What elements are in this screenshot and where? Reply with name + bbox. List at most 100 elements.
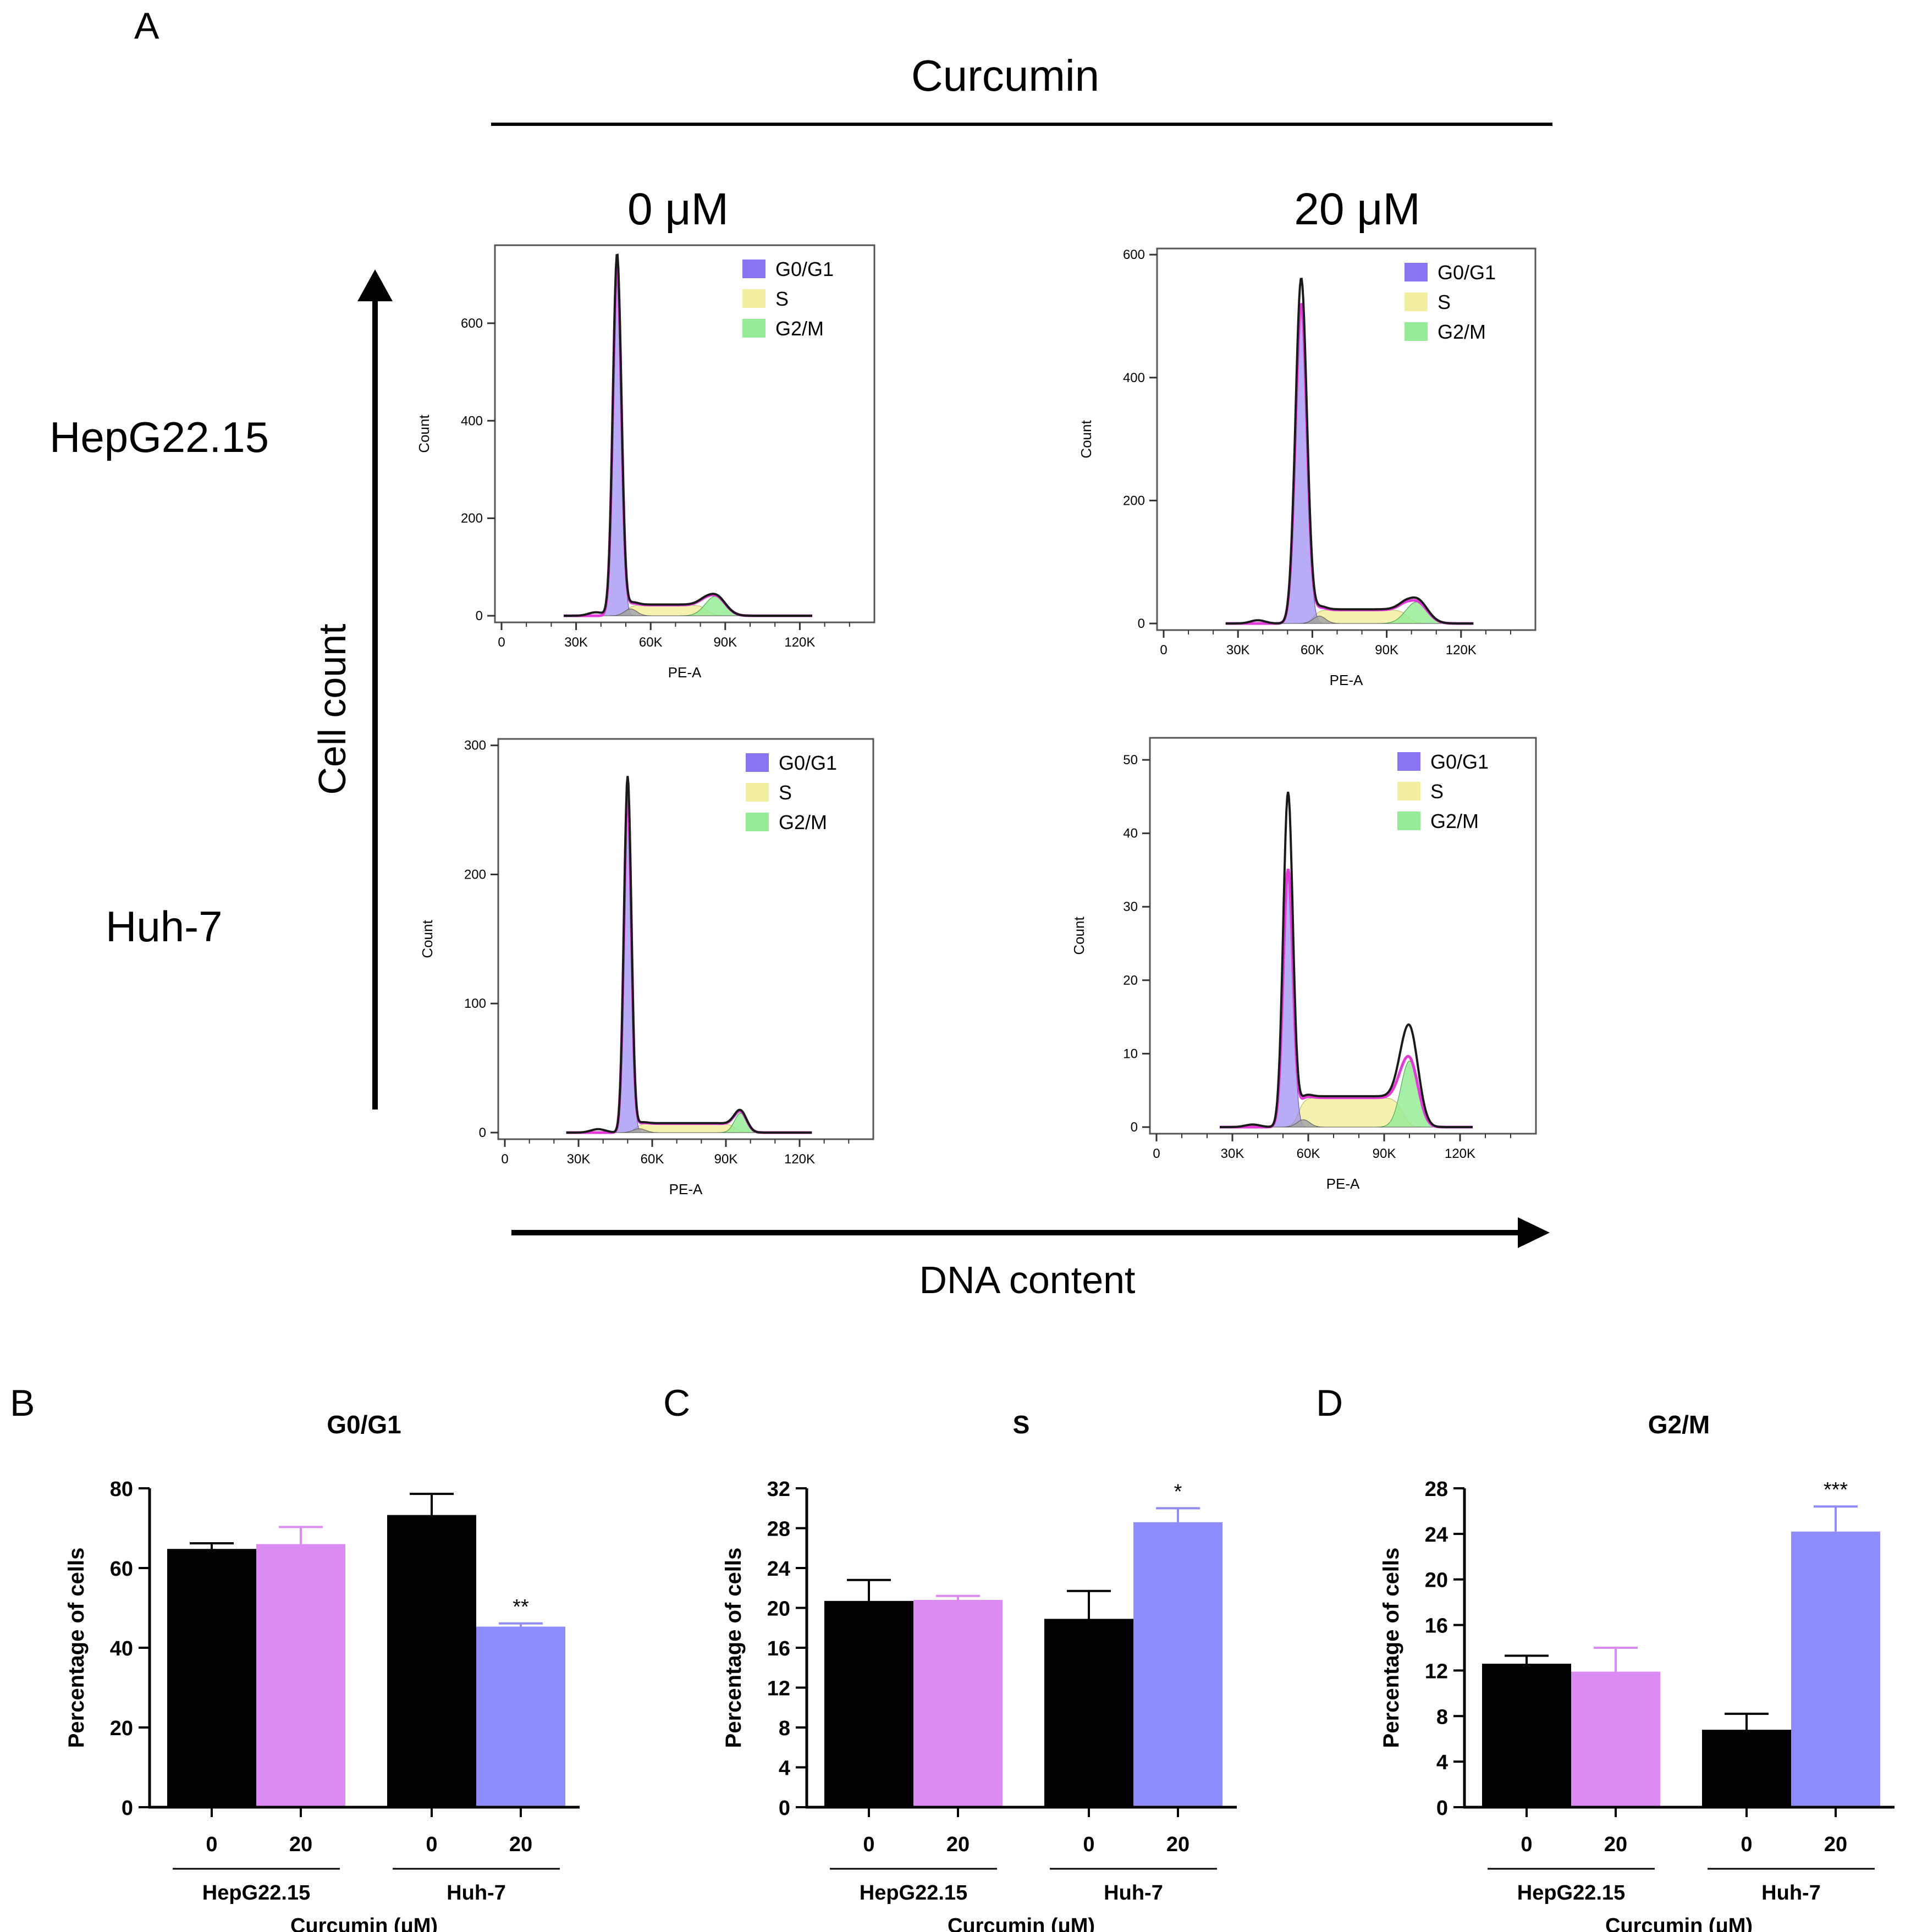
y-tick-label: 30 (1123, 899, 1138, 914)
y-tick-label: 0 (1436, 1797, 1448, 1820)
y-tick-label: 4 (1436, 1751, 1448, 1774)
bar-chart-s: S 0 20 0 * 20 0 4 8 12 16 20 24 28 32 Percentage of cel… (722, 1410, 1237, 1932)
y-tick-label: 4 (779, 1757, 790, 1780)
legend-swatch-s (742, 289, 765, 308)
raw-histogram-line (564, 253, 812, 617)
significance-label: * (1174, 1480, 1182, 1503)
y-tick-label: 8 (1436, 1705, 1448, 1729)
group-label: HepG22.15 (202, 1881, 310, 1905)
group-label: HepG22.15 (860, 1881, 967, 1905)
y-axis-label: Count (419, 920, 436, 958)
legend-swatch-g2m (742, 319, 765, 338)
bar (1571, 1671, 1660, 1807)
x-tick-label: 90K (1375, 643, 1398, 658)
row-label-huh7: Huh-7 (106, 902, 222, 951)
x-tick-label: 30K (564, 635, 588, 650)
y-tick-label: 20 (1425, 1569, 1448, 1592)
legend-label-g2m: G2/M (1438, 321, 1486, 343)
histogram-hepg2215-0: 0 200 400 600 0 30K 60K 90K 120K PE-A Count G0/G1 SG… (416, 244, 875, 681)
x-tick-label: 60K (641, 1152, 664, 1167)
y-tick-label: 200 (464, 867, 486, 882)
category-label: 20 (1166, 1833, 1189, 1856)
y-axis-label: Count (1071, 917, 1087, 955)
bar (1702, 1730, 1791, 1807)
bar (1044, 1619, 1133, 1807)
y-tick-label: 100 (464, 996, 486, 1011)
histogram-huh7-0: 0 100 200 300 0 30K 60K 90K 120K PE-A Count G0/G1 SG… (419, 738, 874, 1197)
category-label: 0 (1083, 1833, 1094, 1856)
legend-label-g0g1: G0/G1 (1438, 261, 1496, 284)
bar (476, 1626, 565, 1807)
category-label: 20 (289, 1833, 312, 1856)
x-tick-label: 120K (1446, 643, 1477, 658)
y-axis-label: Count (416, 415, 432, 453)
y-tick-label: 600 (461, 316, 483, 331)
y-tick-label: 16 (767, 1637, 790, 1660)
raw-histogram-line (566, 776, 812, 1134)
y-tick-label: 200 (461, 511, 483, 526)
x-tick-label: 120K (1445, 1146, 1475, 1161)
dna-content-arrowhead (1518, 1217, 1550, 1248)
significance-label: ** (513, 1596, 529, 1619)
y-tick-label: 8 (779, 1717, 790, 1740)
y-tick-label: 0 (1138, 616, 1145, 631)
y-tick-label: 50 (1123, 753, 1138, 768)
bar (1791, 1531, 1880, 1807)
legend-label-g2m: G2/M (779, 811, 827, 833)
panel-label-c: C (663, 1382, 690, 1424)
x-tick-label: 30K (1221, 1146, 1244, 1161)
y-tick-label: 40 (110, 1637, 133, 1660)
legend-label-s: S (1430, 780, 1444, 803)
category-label: 0 (426, 1833, 437, 1856)
plot-frame (494, 244, 875, 623)
x-axis-label: PE-A (1330, 672, 1363, 688)
legend-swatch-g0g1 (1405, 263, 1428, 281)
category-label: 0 (863, 1833, 874, 1856)
dose-label-20: 20 μM (1294, 184, 1420, 234)
bar (1482, 1664, 1571, 1807)
y-tick-label: 80 (110, 1478, 133, 1501)
plot-frame (1156, 247, 1536, 631)
y-tick-label: 20 (1123, 973, 1138, 988)
y-tick-label: 60 (110, 1558, 133, 1581)
y-axis-label: Percentage of cells (1379, 1548, 1403, 1748)
x-tick-label: 30K (567, 1152, 591, 1167)
y-axis-label: Percentage of cells (64, 1548, 89, 1748)
y-tick-label: 0 (476, 609, 483, 623)
raw-histogram-line (1220, 791, 1473, 1128)
y-tick-label: 32 (767, 1478, 790, 1501)
y-tick-label: 12 (767, 1677, 790, 1701)
x-tick-label: 30K (1226, 643, 1250, 658)
panel-label-a: A (134, 5, 159, 47)
legend-label-s: S (1438, 291, 1451, 313)
y-tick-label: 300 (464, 738, 486, 753)
x-axis-label: PE-A (1326, 1175, 1360, 1192)
x-tick-label: 60K (1301, 643, 1324, 658)
bar-chart-g0g1: G0/G1 0 20 0 ** 20 0 20 40 60 80 Percentage of cell… (64, 1410, 580, 1932)
x-tick-label: 0 (498, 635, 505, 650)
x-axis-label: Curcumin (μM) (948, 1914, 1095, 1932)
legend-label-g2m: G2/M (1430, 810, 1479, 832)
x-tick-label: 0 (1153, 1146, 1160, 1161)
chart-title: G2/M (1648, 1410, 1710, 1439)
x-axis-label: PE-A (668, 664, 702, 681)
category-label: 0 (206, 1833, 217, 1856)
legend-swatch-g0g1 (746, 753, 769, 772)
x-tick-label: 90K (714, 1152, 738, 1167)
group-label: HepG22.15 (1517, 1881, 1625, 1905)
legend-swatch-s (1405, 292, 1428, 311)
category-label: 0 (1521, 1833, 1532, 1856)
x-tick-label: 60K (1297, 1146, 1320, 1161)
y-tick-label: 0 (1131, 1120, 1138, 1135)
legend-label-g2m: G2/M (775, 317, 824, 340)
legend-label-g0g1: G0/G1 (775, 258, 834, 280)
y-tick-label: 400 (1123, 371, 1145, 385)
legend-swatch-g2m (1397, 812, 1420, 830)
bar (387, 1515, 476, 1807)
legend-label-s: S (775, 288, 789, 310)
y-tick-label: 40 (1123, 826, 1138, 841)
panel-label-d: D (1316, 1382, 1343, 1424)
category-label: 0 (1741, 1833, 1752, 1856)
y-axis-label: Percentage of cells (722, 1548, 746, 1748)
category-label: 20 (509, 1833, 532, 1856)
